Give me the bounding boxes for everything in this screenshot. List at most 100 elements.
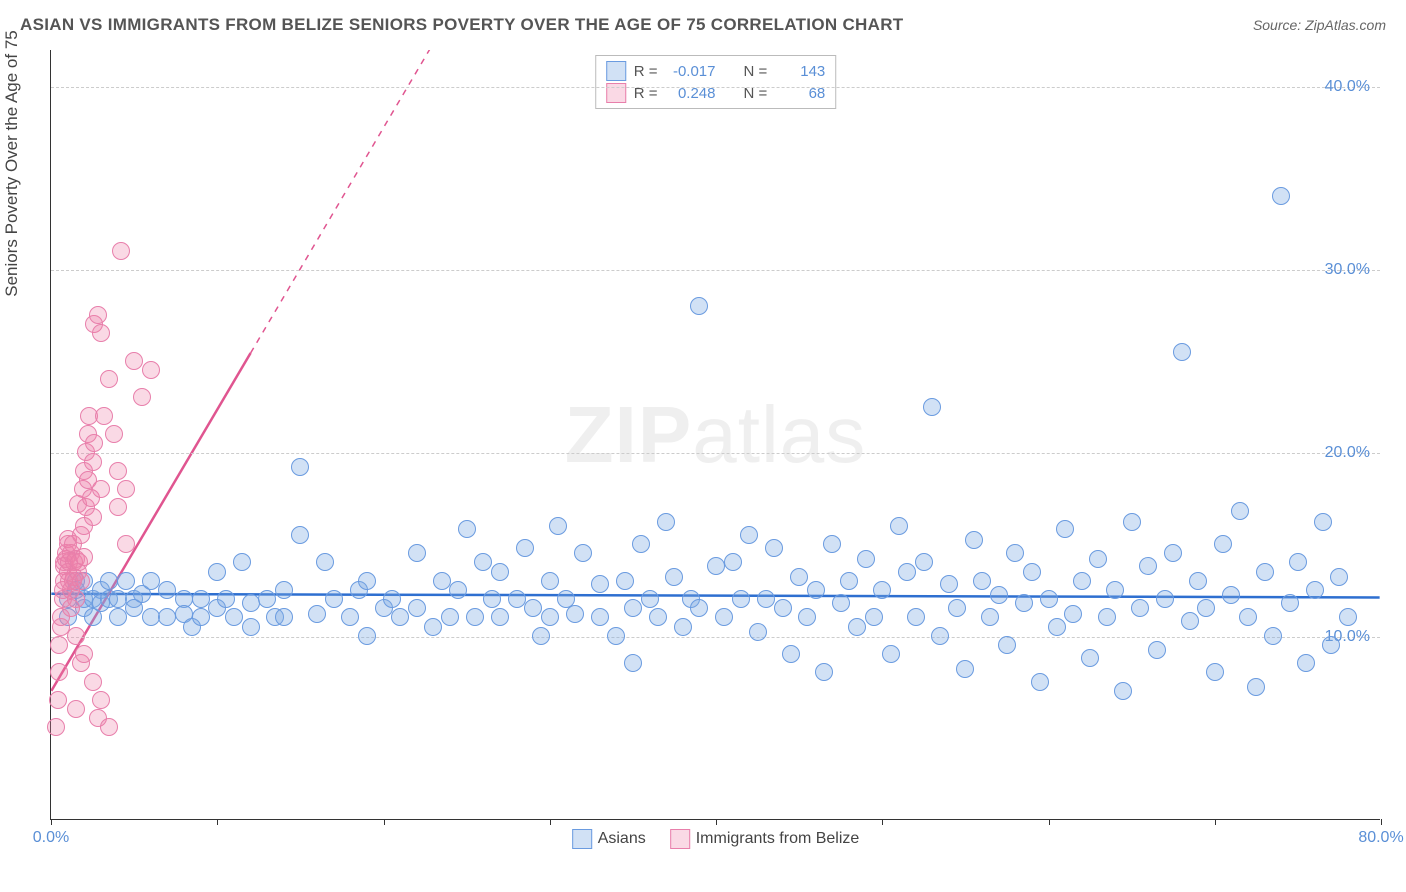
x-tick [1215,819,1216,825]
data-point [1114,682,1132,700]
data-point [95,407,113,425]
data-point [1297,654,1315,672]
data-point [549,517,567,535]
data-point [898,563,916,581]
data-point [142,572,160,590]
data-point [125,352,143,370]
x-tick [550,819,551,825]
data-point [275,581,293,599]
data-point [690,599,708,617]
data-point [158,608,176,626]
data-point [466,608,484,626]
x-tick [1049,819,1050,825]
data-point [1006,544,1024,562]
data-point [242,618,260,636]
data-point [1031,673,1049,691]
data-point [1056,520,1074,538]
data-point [449,581,467,599]
data-point [649,608,667,626]
r-value: -0.017 [666,63,716,80]
data-point [591,575,609,593]
data-point [75,548,93,566]
data-point [84,673,102,691]
data-point [100,370,118,388]
gridline [51,270,1380,271]
data-point [483,590,501,608]
data-point [1222,586,1240,604]
data-point [441,608,459,626]
data-point [316,553,334,571]
data-point [965,531,983,549]
data-point [217,590,235,608]
data-point [158,581,176,599]
data-point [433,572,451,590]
data-point [840,572,858,590]
data-point [1214,535,1232,553]
data-point [1289,553,1307,571]
n-value: 143 [775,63,825,80]
data-point [1239,608,1257,626]
data-point [857,550,875,568]
data-point [89,306,107,324]
data-point [690,297,708,315]
data-point [117,480,135,498]
data-point [541,608,559,626]
data-point [1330,568,1348,586]
legend-swatch [606,61,626,81]
data-point [67,627,85,645]
data-point [105,425,123,443]
data-point [832,594,850,612]
data-point [632,535,650,553]
data-point [616,572,634,590]
data-point [341,608,359,626]
data-point [715,608,733,626]
data-point [1206,663,1224,681]
legend-label: Immigrants from Belize [696,830,860,848]
legend-item: Asians [572,829,646,849]
data-point [100,572,118,590]
data-point [1231,502,1249,520]
data-point [85,434,103,452]
data-point [624,654,642,672]
data-point [940,575,958,593]
data-point [1181,612,1199,630]
series-legend: Asians Immigrants from Belize [572,829,860,849]
data-point [707,557,725,575]
legend-label: Asians [598,830,646,848]
data-point [1098,608,1116,626]
data-point [981,608,999,626]
data-point [291,526,309,544]
data-point [524,599,542,617]
plot-area: ZIPatlas R =-0.017N =143R =0.248N =68 As… [50,50,1380,820]
x-tick [384,819,385,825]
data-point [508,590,526,608]
data-point [92,691,110,709]
data-point [990,586,1008,604]
gridline [51,87,1380,88]
trend-lines [51,50,1380,819]
data-point [532,627,550,645]
data-point [798,608,816,626]
data-point [774,599,792,617]
data-point [998,636,1016,654]
data-point [109,498,127,516]
data-point [84,453,102,471]
x-tick [1381,819,1382,825]
data-point [109,462,127,480]
data-point [1139,557,1157,575]
y-tick-label: 20.0% [1325,444,1370,462]
data-point [1064,605,1082,623]
data-point [358,627,376,645]
data-point [1131,599,1149,617]
data-point [973,572,991,590]
data-point [49,691,67,709]
data-point [641,590,659,608]
data-point [142,608,160,626]
title-bar: ASIAN VS IMMIGRANTS FROM BELIZE SENIORS … [20,15,1386,35]
data-point [92,480,110,498]
data-point [275,608,293,626]
data-point [591,608,609,626]
data-point [383,590,401,608]
data-point [109,590,127,608]
data-point [1281,594,1299,612]
